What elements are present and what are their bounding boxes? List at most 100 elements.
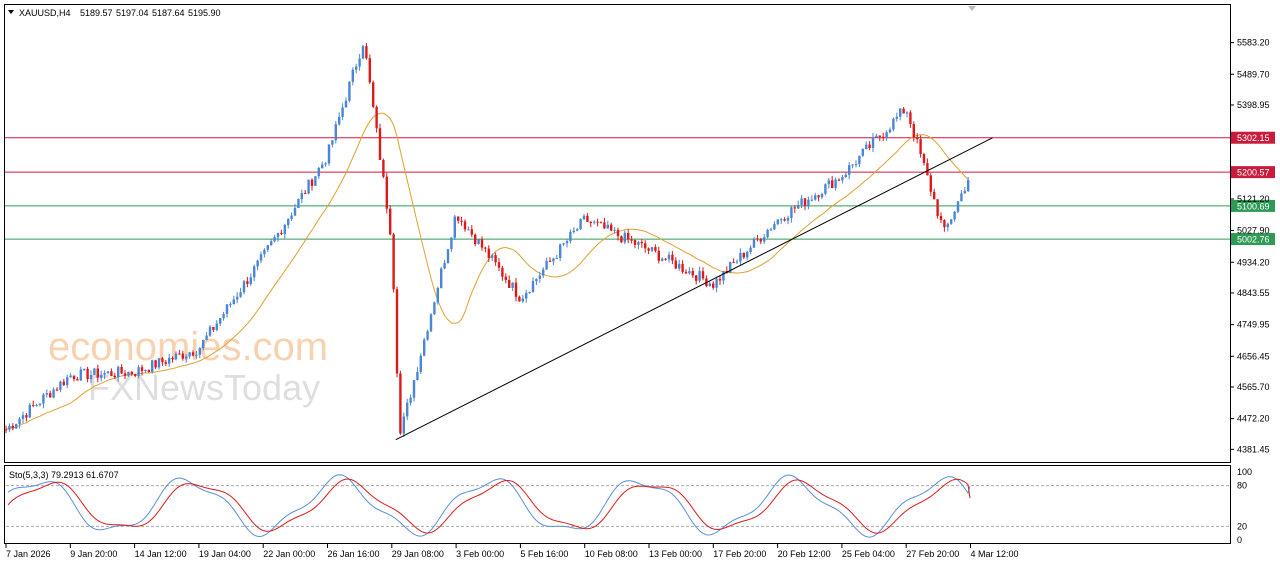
- candle-body: [412, 380, 416, 398]
- candle-body: [361, 46, 365, 59]
- candle-body: [681, 263, 684, 272]
- candle-body: [810, 199, 813, 201]
- level-label: 5200.57: [1237, 168, 1270, 178]
- candle-body: [463, 221, 467, 230]
- candle-body: [409, 397, 412, 403]
- candle-body: [633, 240, 637, 245]
- candle-body: [664, 258, 667, 260]
- candle-body: [661, 258, 664, 261]
- candle-body: [878, 135, 881, 137]
- collapse-arrow-icon[interactable]: [8, 10, 14, 14]
- shift-marker-icon[interactable]: [968, 6, 976, 11]
- candle-body: [283, 224, 286, 234]
- candle-body: [650, 247, 654, 251]
- candle-body: [290, 215, 293, 220]
- candle-body: [511, 282, 514, 288]
- candle-body: [701, 271, 705, 279]
- candle-body: [837, 179, 841, 181]
- candle-body: [718, 278, 722, 281]
- x-tick-label: 22 Jan 00:00: [263, 549, 315, 559]
- candle-body: [355, 66, 358, 70]
- candle-body: [419, 355, 422, 372]
- candle-body: [939, 215, 943, 221]
- candle-body: [263, 249, 266, 255]
- candle-body: [266, 245, 269, 250]
- candle-body: [151, 360, 154, 372]
- candle-body: [722, 270, 725, 281]
- header-high: 5197.04: [116, 8, 149, 18]
- candle-body: [331, 140, 334, 145]
- candle-body: [497, 262, 501, 268]
- candle-body: [103, 372, 106, 375]
- x-tick-label: 4 Mar 12:00: [971, 549, 1019, 559]
- candle-body: [797, 204, 800, 209]
- candle-body: [953, 211, 956, 220]
- candle-body: [358, 58, 361, 67]
- candle-body: [273, 237, 276, 242]
- candle-body: [657, 250, 660, 261]
- candle-body: [769, 229, 773, 231]
- candle-body: [871, 137, 875, 148]
- candle-body: [501, 267, 504, 277]
- candle-body: [69, 375, 72, 378]
- candle-body: [817, 195, 820, 198]
- candle-body: [365, 46, 368, 59]
- candle-body: [66, 377, 69, 386]
- candle-body: [113, 375, 116, 378]
- candle-body: [528, 292, 531, 294]
- candle-body: [688, 271, 691, 274]
- candle-body: [766, 229, 769, 238]
- candle-body: [83, 368, 86, 370]
- candle-body: [423, 339, 426, 356]
- candle-body: [786, 217, 790, 221]
- candle-body: [174, 353, 178, 360]
- candle-body: [844, 174, 847, 178]
- candle-body: [440, 268, 443, 289]
- candle-body: [178, 353, 181, 355]
- candle-body: [613, 229, 616, 231]
- candle-body: [256, 260, 259, 267]
- candle-body: [15, 424, 18, 429]
- candle-body: [552, 258, 555, 262]
- candle-body: [253, 266, 256, 278]
- x-tick-label: 7 Jan 2026: [6, 549, 51, 559]
- candle-body: [888, 129, 892, 133]
- candle-body: [467, 229, 470, 231]
- x-tick-label: 25 Feb 04:00: [842, 549, 895, 559]
- candle-body: [460, 220, 463, 222]
- candle-body: [144, 369, 147, 372]
- y-tick-label: 4749.95: [1237, 320, 1270, 330]
- candle-body: [382, 160, 385, 177]
- candle-body: [348, 81, 351, 101]
- candle-body: [49, 393, 52, 398]
- candle-body: [936, 199, 939, 216]
- candle-body: [470, 229, 473, 235]
- candle-body: [752, 238, 756, 248]
- candle-body: [480, 239, 484, 248]
- header-symbol: XAUUSD,H4: [19, 8, 71, 18]
- ascending-trendline[interactable]: [395, 137, 993, 441]
- candle-body: [749, 247, 752, 252]
- candle-body: [582, 215, 586, 219]
- candle-body: [446, 249, 450, 263]
- x-tick-label: 26 Jan 16:00: [328, 549, 380, 559]
- candle-body: [106, 371, 110, 373]
- candle-body: [300, 193, 303, 200]
- candle-body: [514, 282, 518, 297]
- candle-body: [905, 112, 909, 114]
- candle-body: [198, 348, 201, 355]
- stoch-label: Sto(5,3,3) 79.2913 61.6707: [9, 470, 119, 480]
- candle-body: [484, 247, 487, 249]
- candle-body: [154, 360, 157, 368]
- candle-body: [589, 221, 592, 223]
- candle-body: [130, 371, 133, 375]
- candle-body: [623, 232, 626, 243]
- x-tick-label: 9 Jan 20:00: [70, 549, 117, 559]
- candle-body: [215, 323, 218, 330]
- level-label: 5302.15: [1237, 133, 1270, 143]
- candle-body: [171, 357, 174, 360]
- candle-body: [212, 326, 215, 330]
- candle-body: [542, 269, 545, 276]
- candle-body: [678, 263, 681, 269]
